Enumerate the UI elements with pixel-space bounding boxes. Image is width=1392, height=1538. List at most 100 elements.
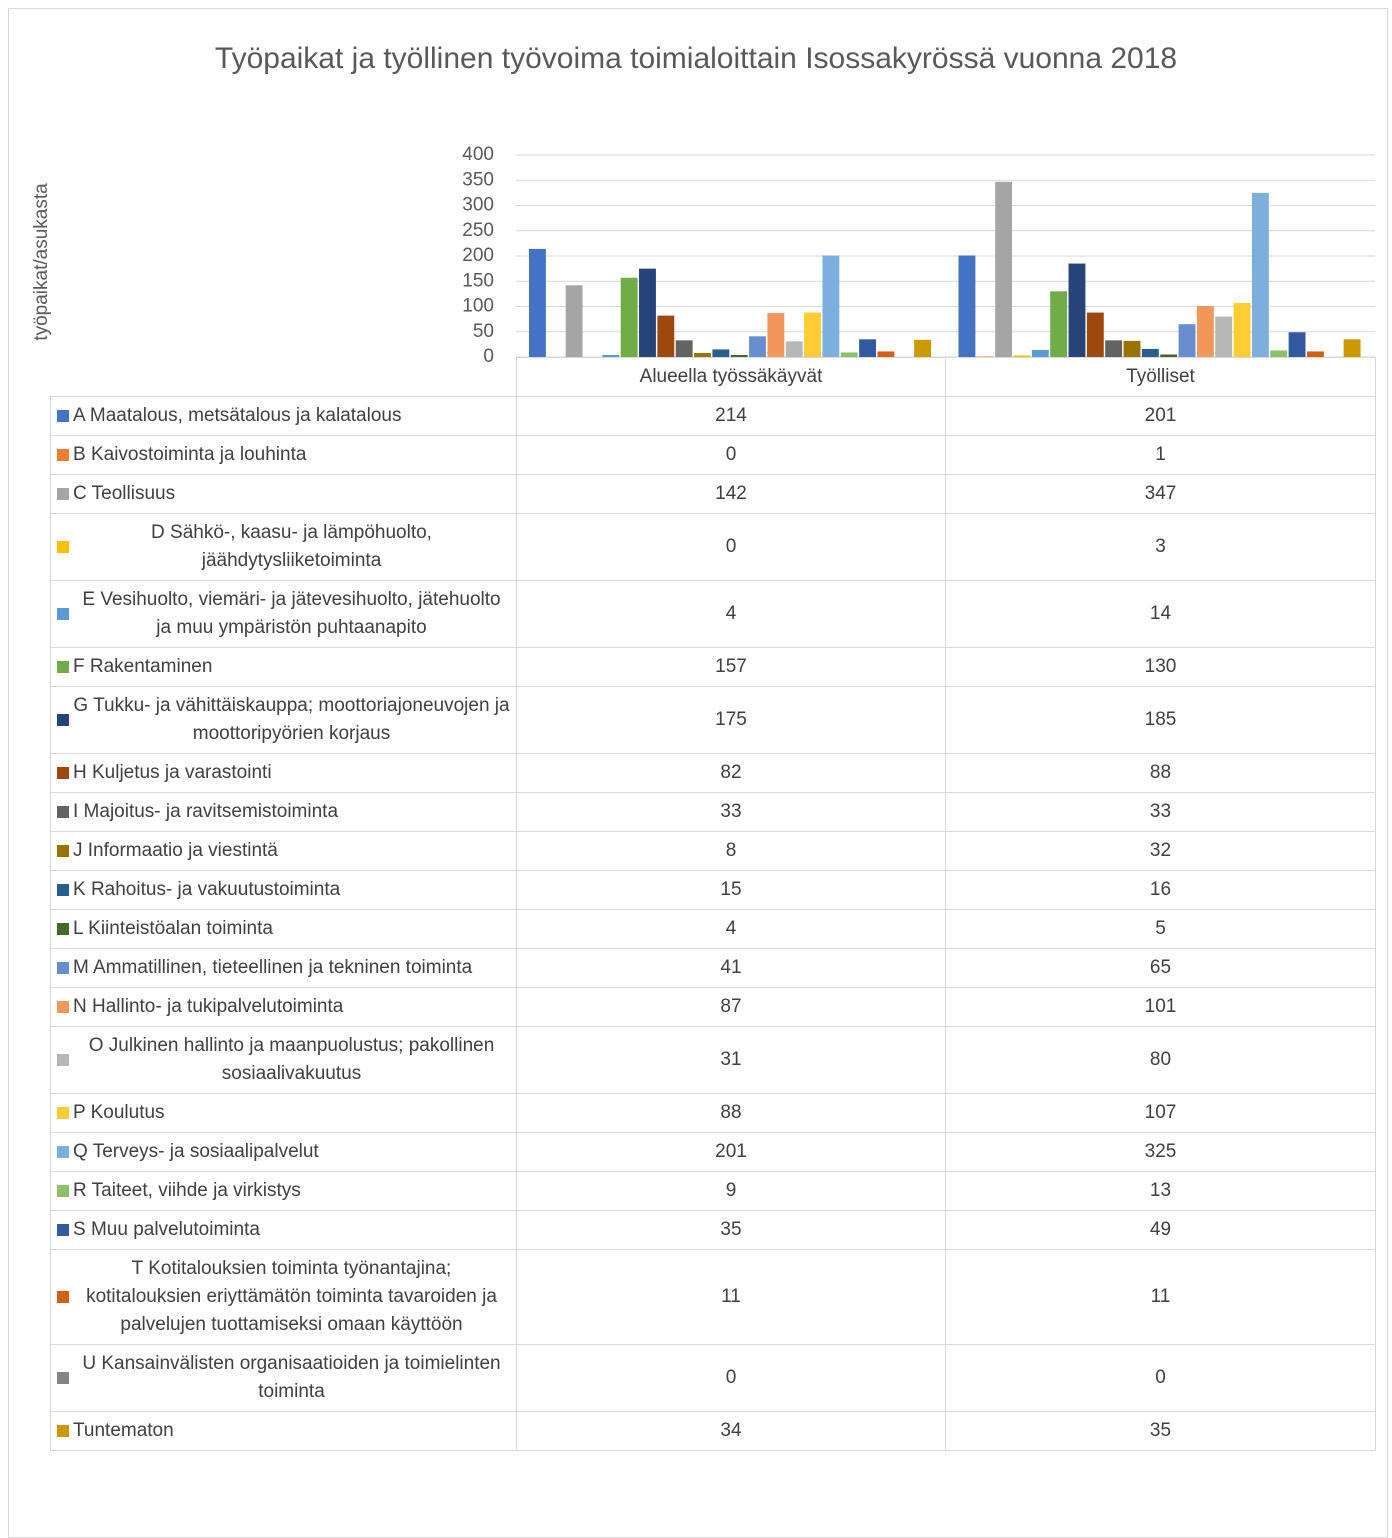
legend-swatch [57,410,69,422]
bar [639,268,656,357]
y-tick-label: 250 [462,220,494,241]
value-cell: 4 [516,909,946,949]
value-cell: 14 [945,580,1376,648]
legend-label: M Ammatillinen, tieteellinen ja tekninen… [73,957,473,978]
value-cell: 214 [516,396,946,436]
value-cell: 8 [516,831,946,871]
legend-swatch [57,661,69,673]
legend-label: I Majoitus- ja ravitsemistoiminta [73,801,339,822]
table-row: A Maatalous, metsätalous ja kalatalous 21… [50,396,1376,436]
bar [1343,339,1361,357]
table-row: I Majoitus- ja ravitsemistoiminta 33 33 [50,792,1376,832]
bar [749,336,766,357]
legend-cell: S Muu palvelutoiminta [50,1210,517,1250]
legend-label: G Tukku- ja vähittäiskauppa; moottoriajo… [73,695,510,744]
legend-entry: U Kansainvälisten organisaatioiden ja to… [57,1350,510,1406]
value-cell: 0 [516,513,946,581]
legend-cell: H Kuljetus ja varastointi [50,753,517,793]
bar [1141,348,1159,357]
legend-cell: M Ammatillinen, tieteellinen ja tekninen… [50,948,517,988]
bar [914,339,932,357]
table-row: S Muu palvelutoiminta 35 49 [50,1210,1376,1250]
value-cell: 0 [516,1344,946,1412]
legend-label: R Taiteet, viihde ja virkistys [73,1180,301,1201]
bar [730,354,748,357]
value-cell: 185 [945,686,1376,754]
legend-entry: S Muu palvelutoiminta [57,1216,510,1244]
legend-entry: J Informaatio ja viestintä [57,837,510,865]
table-row: J Informaatio ja viestintä 8 32 [50,831,1376,871]
bar [785,341,803,357]
legend-label: C Teollisuus [73,483,176,504]
legend-swatch [57,1224,69,1236]
legend-cell: P Koulutus [50,1093,517,1133]
value-cell: 101 [945,987,1376,1027]
legend-cell: E Vesihuolto, viemäri- ja jätevesihuolto… [50,580,517,648]
value-cell: 107 [945,1093,1376,1133]
legend-swatch [57,806,69,818]
legend-swatch [57,1425,69,1437]
value-cell: 82 [516,753,946,793]
bar [1013,355,1031,357]
bar [1105,340,1123,357]
bar [1050,291,1068,357]
value-cell: 347 [945,474,1376,514]
legend-cell: Q Terveys- ja sosiaalipalvelut [50,1132,517,1172]
value-cell: 0 [516,435,946,475]
value-cell: 80 [945,1026,1376,1094]
legend-swatch [57,1001,69,1013]
legend-cell: J Informaatio ja viestintä [50,831,517,871]
legend-entry: G Tukku- ja vähittäiskauppa; moottoriajo… [57,692,510,748]
value-cell: 87 [516,987,946,1027]
legend-entry: F Rakentaminen [57,653,510,681]
legend-swatch [57,1107,69,1119]
legend-cell: K Rahoitus- ja vakuutustoiminta [50,870,517,910]
value-cell: 142 [516,474,946,514]
legend-label: P Koulutus [73,1102,165,1123]
legend-cell: L Kiinteistöalan toiminta [50,909,517,949]
table-row: D Sähkö-, kaasu- ja lämpöhuolto, jäähdyt… [50,513,1376,581]
value-cell: 33 [516,792,946,832]
table-row: F Rakentaminen 157 130 [50,647,1376,687]
legend-cell: T Kotitalouksien toiminta työnantajina; … [50,1249,517,1345]
legend-swatch [57,1372,69,1384]
bar [657,315,675,357]
bar [840,352,858,357]
legend-entry: A Maatalous, metsätalous ja kalatalous [57,402,510,430]
legend-swatch [57,845,69,857]
value-cell: 5 [945,909,1376,949]
legend-label: Q Terveys- ja sosiaalipalvelut [73,1141,319,1162]
legend-entry: T Kotitalouksien toiminta työnantajina; … [57,1255,510,1339]
bar [602,354,620,357]
bar [712,349,730,357]
legend-entry: H Kuljetus ja varastointi [57,759,510,787]
value-cell: 33 [945,792,1376,832]
bar [1288,332,1306,357]
legend-swatch [57,1291,69,1303]
bar [565,285,583,357]
table-row: M Ammatillinen, tieteellinen ja tekninen… [50,948,1376,988]
table-row: O Julkinen hallinto ja maanpuolustus; pa… [50,1026,1376,1094]
bar [767,313,785,357]
bar [1196,305,1214,357]
y-tick-label: 50 [473,321,494,342]
bar [675,340,693,357]
legend-swatch [57,1185,69,1197]
value-cell: 15 [516,870,946,910]
table-row: G Tukku- ja vähittäiskauppa; moottoriajo… [50,686,1376,754]
bar [1123,340,1141,357]
legend-swatch [57,1054,69,1066]
legend-swatch [57,608,69,620]
legend-cell: Tuntematon [50,1411,517,1451]
legend-label: D Sähkö-, kaasu- ja lämpöhuolto, jäähdyt… [151,522,432,571]
y-tick-label: 150 [462,270,494,291]
legend-cell: D Sähkö-, kaasu- ja lämpöhuolto, jäähdyt… [50,513,517,581]
legend-cell: U Kansainvälisten organisaatioiden ja to… [50,1344,517,1412]
value-cell: 157 [516,647,946,687]
table-row: L Kiinteistöalan toiminta 4 5 [50,909,1376,949]
legend-entry: I Majoitus- ja ravitsemistoiminta [57,798,510,826]
bar [1160,354,1178,357]
bar [694,352,711,357]
legend-entry: N Hallinto- ja tukipalvelutoiminta [57,993,510,1021]
